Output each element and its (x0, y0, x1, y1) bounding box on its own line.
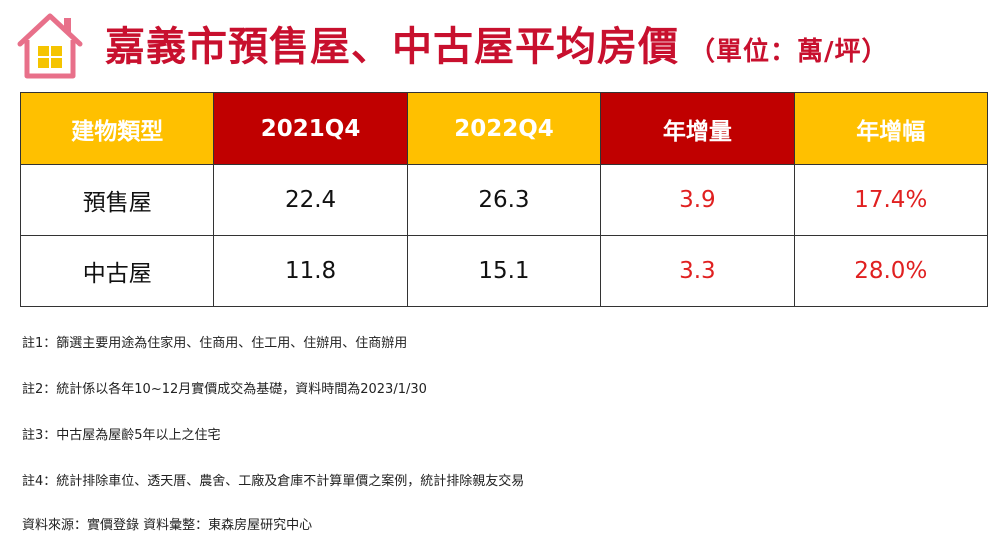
cell-2022q4: 26.3 (406, 164, 602, 236)
cell-type: 中古屋 (19, 235, 215, 307)
cell-increase: 3.3 (600, 235, 795, 307)
title-text: 嘉義市預售屋、中古屋平均房價 (105, 24, 679, 70)
page-title: 嘉義市預售屋、中古屋平均房價 （單位：萬/坪） (105, 12, 889, 82)
note-3: 註3：中古屋為屋齡5年以上之住宅 (22, 428, 221, 443)
header-annual-growth: 年增幅 (793, 92, 989, 165)
header-2022q4: 2022Q4 (406, 92, 602, 165)
note-2: 註2：統計係以各年10~12月實價成交為基礎，資料時間為2023/1/30 (22, 382, 427, 397)
cell-increase: 3.9 (600, 164, 795, 236)
unit-label: （單位：萬/坪） (689, 37, 889, 67)
header-building-type: 建物類型 (19, 92, 215, 165)
house-icon (17, 13, 83, 79)
cell-2021q4: 11.8 (213, 235, 408, 307)
header-annual-increase: 年增量 (600, 92, 795, 165)
header: 嘉義市預售屋、中古屋平均房價 （單位：萬/坪） (0, 0, 1005, 92)
data-source: 資料來源：實價登錄 資料彙整：東森房屋研究中心 (22, 518, 313, 533)
price-table: 建物類型 2021Q4 2022Q4 年增量 年增幅 預售屋 22.4 26.3… (19, 92, 989, 307)
cell-growth: 28.0% (793, 235, 989, 307)
cell-growth: 17.4% (793, 164, 989, 236)
cell-type: 預售屋 (19, 164, 215, 236)
table-row: 中古屋 11.8 15.1 3.3 28.0% (19, 235, 989, 307)
table-row: 預售屋 22.4 26.3 3.9 17.4% (19, 164, 989, 236)
note-4: 註4：統計排除車位、透天厝、農舍、工廠及倉庫不計算單價之案例，統計排除親友交易 (22, 474, 525, 489)
cell-2021q4: 22.4 (213, 164, 408, 236)
table-header-row: 建物類型 2021Q4 2022Q4 年增量 年增幅 (19, 92, 989, 165)
cell-2022q4: 15.1 (406, 235, 602, 307)
note-1: 註1：篩選主要用途為住家用、住商用、住工用、住辦用、住商辦用 (22, 336, 408, 351)
header-2021q4: 2021Q4 (213, 92, 408, 165)
